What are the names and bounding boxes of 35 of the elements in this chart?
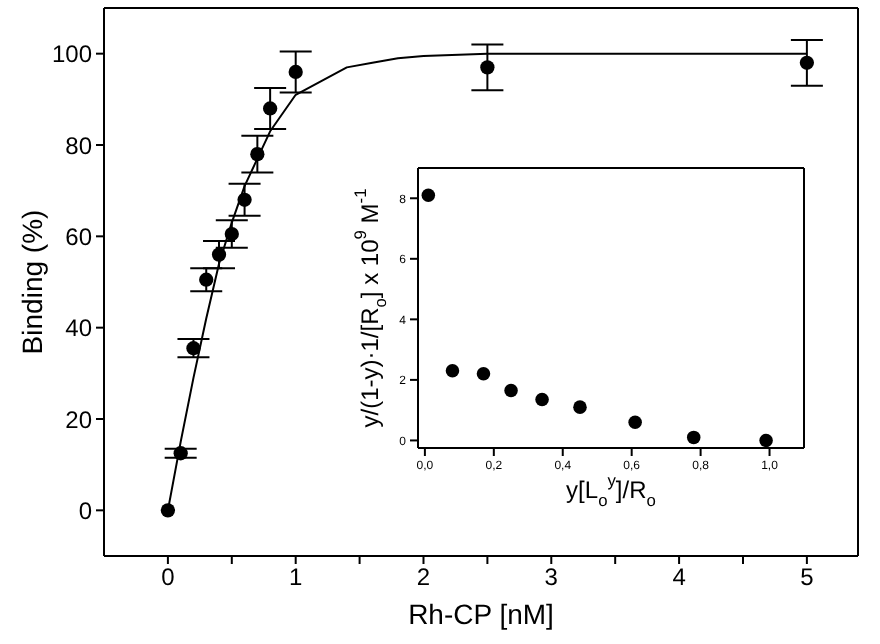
point (686, 430, 701, 445)
point (288, 64, 303, 80)
point (535, 392, 549, 407)
point (504, 383, 518, 398)
x-axis-title: y[L$_{o}$$^{y}$]/R$_{o}$ (566, 470, 657, 511)
y-tick-label: 0 (78, 496, 93, 525)
point (186, 341, 201, 356)
y-axis-title: Binding (%) (15, 209, 48, 355)
point (759, 433, 773, 448)
x-tick-label: 3 (544, 563, 559, 592)
point (199, 272, 214, 287)
point (573, 400, 587, 414)
point (480, 60, 495, 75)
point (224, 226, 239, 242)
point (211, 247, 227, 262)
y-tick-label: 80 (65, 131, 93, 160)
x-axis-title: Rh-CP [nM] (408, 597, 554, 630)
point (173, 446, 188, 461)
point (421, 188, 436, 202)
x-tick-label: 1 (289, 563, 304, 592)
y-tick-label: 100 (51, 40, 93, 69)
point (799, 55, 815, 70)
y-tick-label: 40 (65, 314, 93, 343)
x-tick-label: 0 (161, 563, 176, 592)
point (250, 147, 265, 162)
point (445, 364, 460, 378)
point (237, 192, 252, 207)
y-tick-label: 60 (65, 222, 93, 251)
point (476, 367, 491, 381)
point (263, 101, 278, 116)
x-tick-label: 4 (672, 563, 687, 592)
x-tick-label: 5 (800, 563, 815, 592)
point (160, 503, 176, 518)
y-tick-label: 20 (65, 405, 93, 434)
point (628, 415, 642, 430)
